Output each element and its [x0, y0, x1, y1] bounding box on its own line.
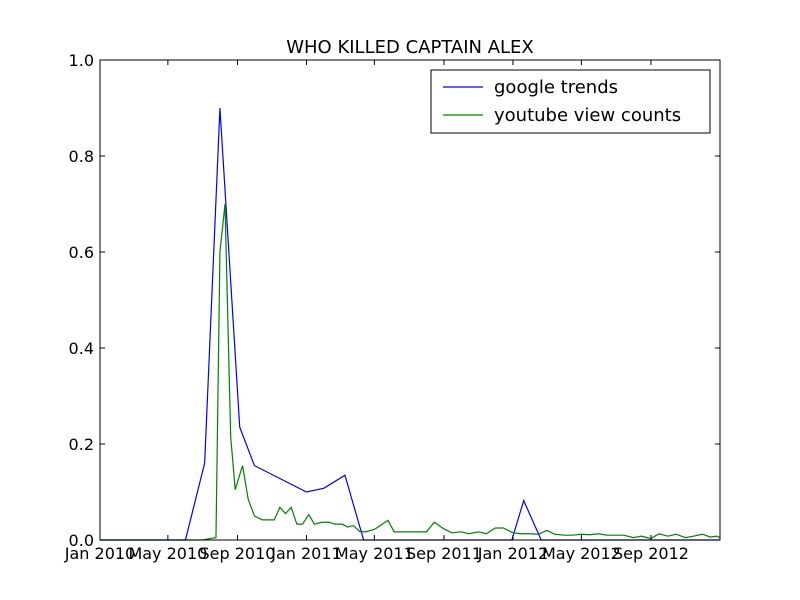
x-tick-label: Jan 2010	[64, 544, 135, 563]
x-tick-label: Jan 2011	[270, 544, 341, 563]
chart-title: WHO KILLED CAPTAIN ALEX	[286, 37, 534, 58]
y-tick-label: 0.6	[69, 243, 94, 262]
y-tick-label: 1.0	[69, 51, 94, 70]
x-tick-label: Sep 2012	[613, 544, 689, 563]
y-tick-label: 0.2	[69, 435, 94, 454]
y-tick-label: 0.0	[69, 531, 94, 550]
series-layer	[100, 107, 721, 541]
plot-area-frame	[99, 59, 721, 541]
legend-label-youtube-view-counts: youtube view counts	[494, 105, 681, 126]
legend: google trends youtube view counts	[430, 69, 711, 134]
x-tick-label: Jan 2012	[477, 544, 548, 563]
x-tick-label: May 2011	[335, 544, 414, 563]
y-axis-ticks: 0.0 0.2 0.4 0.6 0.8 1.0	[69, 51, 720, 550]
x-tick-label: May 2010	[128, 544, 207, 563]
series-line-youtube-view-counts	[100, 203, 721, 541]
legend-label-google-trends: google trends	[494, 77, 618, 98]
x-tick-label: Sep 2010	[199, 544, 275, 563]
x-tick-label: May 2012	[542, 544, 621, 563]
y-tick-label: 0.4	[69, 339, 94, 358]
series-line-google-trends	[100, 107, 720, 541]
x-tick-label: Sep 2011	[406, 544, 482, 563]
legend-box	[430, 69, 711, 134]
y-tick-label: 0.8	[69, 147, 94, 166]
